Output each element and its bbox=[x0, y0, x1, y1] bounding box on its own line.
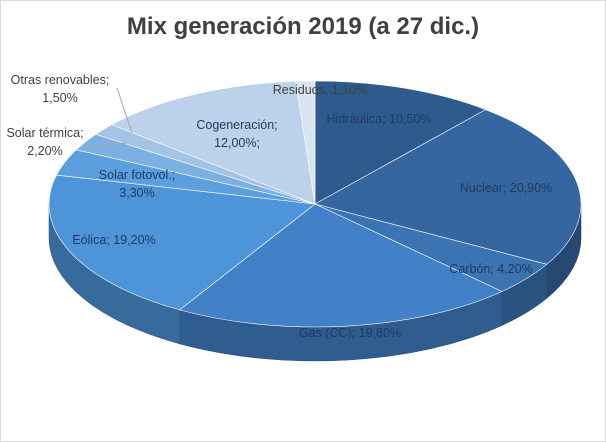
pie-slice-1 bbox=[314, 109, 582, 265]
data-label-7-0: Otras renovables; bbox=[11, 73, 110, 87]
data-label-2: Carbón; 4,20% bbox=[449, 262, 532, 276]
leader-line-7 bbox=[116, 87, 133, 134]
data-label-5-0: Solar fotovol.; bbox=[99, 168, 175, 182]
pie-slice-8 bbox=[111, 81, 316, 205]
pie-slice-3 bbox=[178, 203, 503, 328]
pie-slice-0 bbox=[314, 80, 487, 205]
data-label-0: Hidráulica; 10,50% bbox=[327, 112, 432, 126]
leader-line-6 bbox=[88, 142, 128, 146]
data-label-1: Nuclear; 20,90% bbox=[460, 181, 552, 195]
data-label-5-1: 3,30% bbox=[119, 186, 154, 200]
data-label-4: Eólica; 19,20% bbox=[72, 233, 155, 247]
data-label-6-1: 2,20% bbox=[27, 144, 62, 158]
data-label-3: Gas (CC); 19,80% bbox=[299, 326, 401, 340]
data-label-6-0: Solar térmica; bbox=[6, 126, 83, 140]
chart-title: Mix generación 2019 (a 27 dic.) bbox=[126, 13, 480, 40]
data-label-8-1: 12,00%; bbox=[214, 136, 260, 150]
pie-slice-9 bbox=[295, 80, 316, 205]
pie-slice-4 bbox=[48, 174, 316, 311]
data-label-8-0: Cogeneración; bbox=[196, 118, 277, 132]
data-label-7-1: 1,50% bbox=[42, 91, 77, 105]
data-label-9: Residuos; 1,10% bbox=[273, 83, 368, 97]
